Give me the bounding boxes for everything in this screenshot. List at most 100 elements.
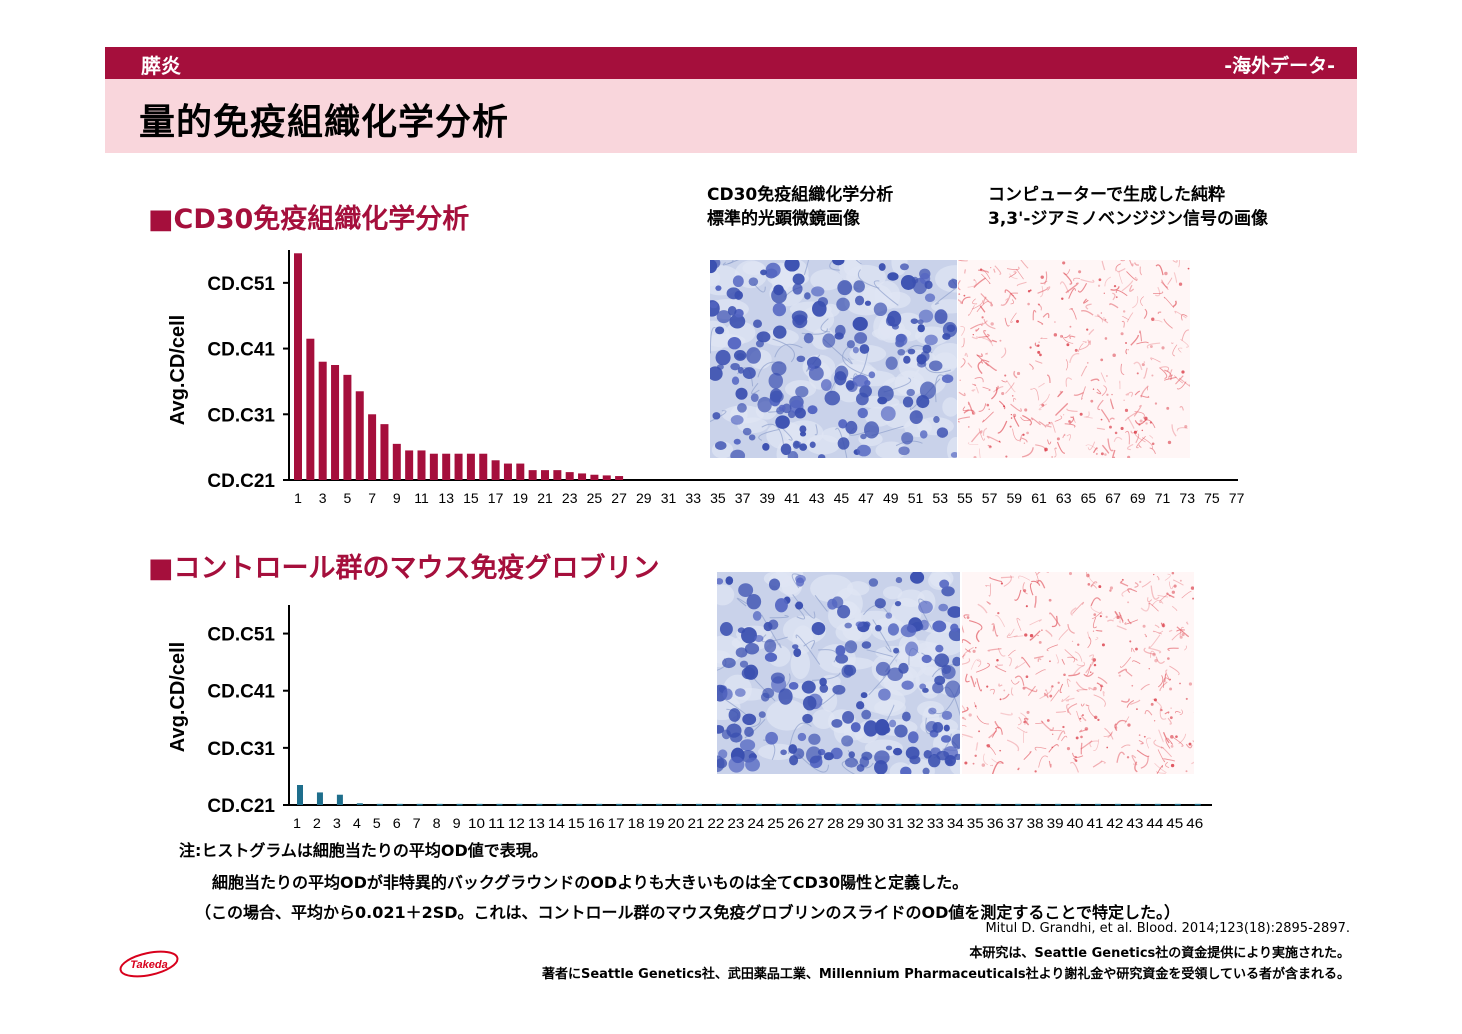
cell-nucleus [823,752,834,761]
dab-signal [1027,685,1036,697]
y-tick-label: CD.C31 [207,405,275,426]
cell-nucleus [715,349,731,366]
dab-signal [1085,660,1095,674]
dab-signal [1062,269,1071,275]
tissue-fiber [761,614,782,649]
x-tick-label: 37 [735,490,751,506]
dab-signal [1117,668,1128,674]
dab-dot [964,761,968,765]
bar [503,463,512,480]
dab-dot [1139,419,1143,423]
cell-nucleus [805,746,822,764]
cell-nucleus [774,598,788,613]
dab-signal [1120,363,1125,376]
cell-nucleus [856,444,871,457]
dab-signal [1065,282,1079,294]
tissue-fiber [761,634,788,643]
cell-nucleus [715,326,725,335]
dab-signal [1022,582,1028,595]
dab-signal [1080,365,1088,377]
cell-nucleus [874,598,886,609]
dab-dot [1001,391,1005,396]
dab-dot [1077,643,1080,646]
cell-nucleus [941,710,953,720]
bar [1174,803,1181,806]
cell-nucleus [919,683,927,690]
dab-signal [975,742,979,751]
dab-dot [1059,390,1062,393]
dab-dot [1154,658,1158,663]
dab-signal [1148,647,1162,654]
dab-signal [1180,338,1189,348]
dab-signal [1085,704,1090,707]
cell-nucleus [799,425,807,434]
dab-signal [1008,656,1012,667]
dab-dot [1171,572,1175,575]
caption-dab-signal: コンピューターで生成した純粋 3,3'-ジアミノベンジジン信号の画像 [988,183,1268,231]
cell-nucleus [820,379,832,391]
dab-signal [1129,260,1134,267]
dab-dot [1153,698,1157,702]
dab-signal [1034,360,1043,364]
dab-signal [1083,672,1094,677]
y-tick-label: CD.C41 [207,682,275,703]
dab-signal [1001,347,1007,359]
tissue-region [742,261,766,276]
dab-signal [1127,416,1135,429]
dab-signal [1006,739,1020,752]
dab-signal [1076,689,1088,693]
dab-dot [999,339,1002,342]
dab-signal [1169,665,1180,676]
dab-dot [1023,720,1026,724]
bar [755,803,762,806]
dab-dot [1169,595,1171,597]
dab-signal [1153,739,1164,749]
dab-signal [958,416,971,423]
dab-signal [1156,765,1164,774]
dab-signal [987,647,1002,652]
dab-signal [1088,340,1091,346]
x-tick-label: 19 [513,490,529,506]
x-tick-label: 22 [707,815,724,831]
dab-signal [983,330,993,343]
dab-dot [1027,302,1030,306]
tissue-fiber [751,382,760,395]
dab-dot [1102,686,1104,688]
cell-nucleus [901,680,914,690]
cell-nucleus [841,664,854,678]
dab-dot [1106,746,1109,749]
dab-signal [1037,287,1049,294]
dab-signal [974,377,984,383]
dab-signal [962,654,966,658]
dab-dot [1048,421,1051,424]
dab-background [958,260,1190,458]
dab-dot [1041,629,1043,631]
dab-dot [1164,271,1168,276]
cell-nucleus [733,438,741,445]
cell-nucleus [802,695,817,711]
tissue-region [766,699,808,731]
dab-signal [963,614,970,619]
funding-statement: 本研究は、Seattle Genetics社の資金提供により実施された。 [969,946,1350,961]
dab-dot [981,763,986,767]
dab-dot [1133,763,1135,765]
cell-nucleus [850,722,861,733]
dab-dot [1092,658,1097,662]
dab-signal [1113,436,1123,442]
cell-nucleus [934,653,950,668]
cell-nucleus [863,720,878,737]
cell-nucleus [762,443,770,451]
bar [1154,803,1161,806]
bar [442,453,451,480]
cell-nucleus [873,302,888,317]
cell-nucleus [868,578,879,587]
dab-dot [1124,408,1129,412]
dab-signal [987,444,992,448]
cell-nucleus [727,305,737,316]
dab-dot [1126,756,1130,759]
dab-signal [976,678,983,692]
dab-dot [1111,393,1113,396]
bar [553,470,562,480]
tissue-fiber [803,640,816,650]
dab-dot [1116,615,1120,619]
